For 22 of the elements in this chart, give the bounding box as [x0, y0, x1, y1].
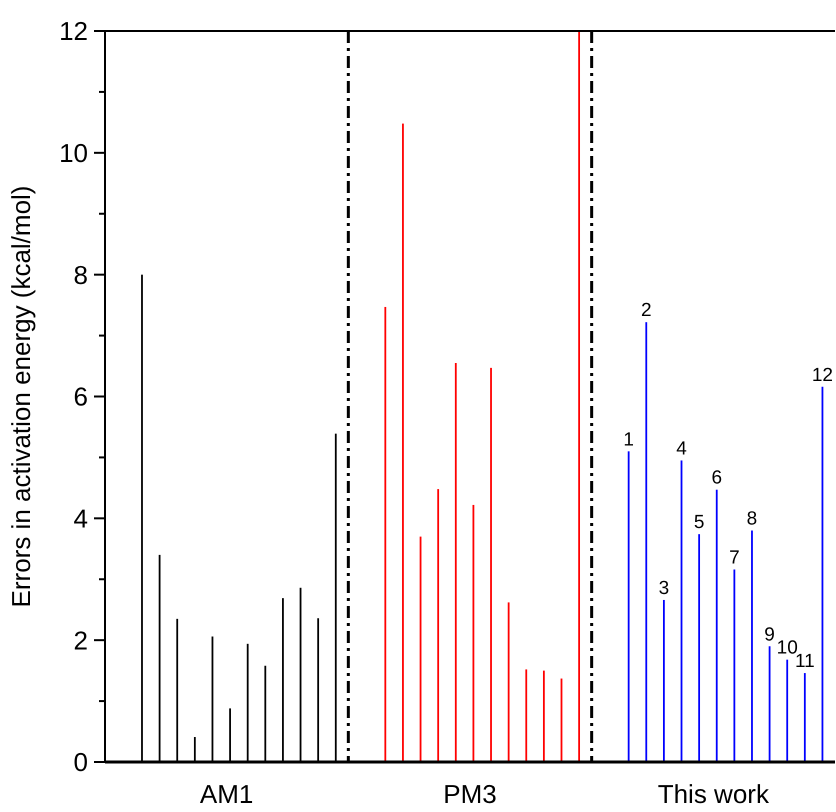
x-tick-label: PM3	[443, 779, 497, 809]
annotation: 4	[676, 438, 688, 460]
y-tick-label: 6	[74, 382, 88, 412]
annotation: 12	[812, 364, 834, 386]
annotation: 9	[764, 624, 775, 646]
annotation: 1	[623, 429, 634, 450]
y-tick-label: 0	[74, 747, 88, 778]
x-tick-label: This work	[658, 779, 770, 809]
y-tick-label: 10	[59, 138, 88, 168]
annotation: 3	[658, 578, 670, 599]
y-tick-label: 12	[59, 16, 88, 46]
annotation: 8	[746, 508, 758, 530]
annotation: 6	[711, 468, 722, 489]
y-tick-label: 2	[74, 625, 88, 656]
annotation: 2	[640, 300, 652, 322]
annotation: 5	[694, 512, 704, 534]
x-tick-label: AM1	[200, 779, 254, 809]
annotation: 10	[776, 638, 798, 659]
y-axis-title: Errors in activation energy (kcal/mol)	[6, 186, 36, 608]
annotation: 7	[729, 548, 740, 569]
y-tick-label: 8	[74, 260, 88, 290]
y-tick-label: 4	[74, 503, 88, 534]
